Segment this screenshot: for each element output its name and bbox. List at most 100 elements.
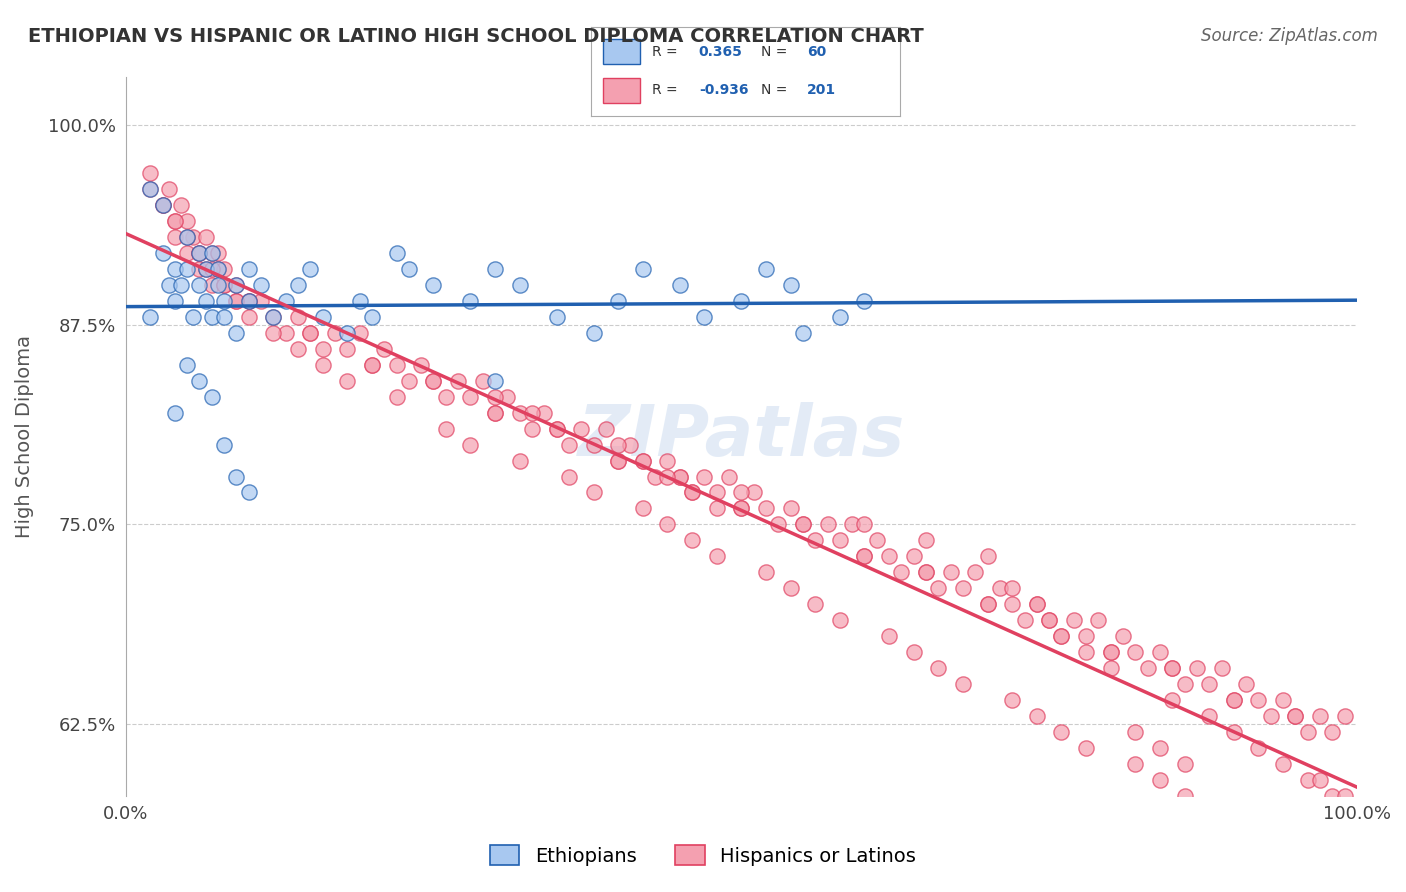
Point <box>631 501 654 516</box>
Point <box>299 262 322 277</box>
Point <box>411 358 433 372</box>
Point <box>163 214 186 228</box>
Point <box>311 342 333 356</box>
Point <box>238 293 260 308</box>
Point <box>434 390 457 404</box>
Text: R =: R = <box>652 83 682 97</box>
Point <box>657 469 679 483</box>
Point <box>207 262 229 277</box>
Point <box>853 293 876 308</box>
Point <box>1074 645 1097 659</box>
Point <box>595 422 617 436</box>
Point <box>336 342 359 356</box>
Point <box>484 406 506 420</box>
Point <box>1149 740 1171 755</box>
Text: 201: 201 <box>807 83 837 97</box>
Point <box>287 277 309 292</box>
Point <box>730 293 752 308</box>
Point <box>336 374 359 388</box>
Point <box>804 597 827 611</box>
Point <box>274 293 297 308</box>
Point <box>607 453 630 467</box>
Point <box>311 358 333 372</box>
Point <box>1025 597 1047 611</box>
Y-axis label: High School Diploma: High School Diploma <box>15 335 34 538</box>
Point <box>201 246 224 260</box>
Point <box>952 581 974 595</box>
Point <box>188 262 211 277</box>
Point <box>152 198 174 212</box>
Point <box>201 246 224 260</box>
Point <box>188 246 211 260</box>
Point <box>194 293 217 308</box>
Point <box>287 310 309 324</box>
Point <box>212 277 235 292</box>
Point <box>1322 869 1344 883</box>
Point <box>779 277 801 292</box>
Point <box>299 326 322 340</box>
Point <box>212 437 235 451</box>
Point <box>1309 772 1331 787</box>
Point <box>520 406 543 420</box>
Point <box>176 262 198 277</box>
Point <box>1050 725 1073 739</box>
Point <box>176 230 198 244</box>
Point <box>1296 853 1319 867</box>
Point <box>163 214 186 228</box>
Point <box>188 246 211 260</box>
Point <box>841 517 863 532</box>
Point <box>225 277 247 292</box>
Point <box>607 293 630 308</box>
Point <box>1025 597 1047 611</box>
Point <box>336 326 359 340</box>
Point <box>804 533 827 548</box>
Point <box>1038 613 1060 627</box>
Point <box>828 533 851 548</box>
Point <box>471 374 494 388</box>
Point <box>903 549 925 564</box>
Point <box>1112 629 1135 643</box>
Point <box>546 422 568 436</box>
Point <box>607 453 630 467</box>
Point <box>546 422 568 436</box>
Point <box>238 485 260 500</box>
Text: -0.936: -0.936 <box>699 83 748 97</box>
Point <box>582 437 605 451</box>
Point <box>183 230 205 244</box>
Point <box>434 422 457 436</box>
Point <box>1322 789 1344 803</box>
Point <box>262 310 284 324</box>
Point <box>1038 613 1060 627</box>
Point <box>385 246 408 260</box>
Point <box>706 549 728 564</box>
Point <box>349 293 371 308</box>
Point <box>828 310 851 324</box>
Point <box>509 406 531 420</box>
Point <box>730 501 752 516</box>
Text: N =: N = <box>761 45 792 59</box>
Point <box>681 533 703 548</box>
Point <box>706 501 728 516</box>
Point <box>1272 756 1295 771</box>
Point <box>1223 693 1246 707</box>
Point <box>717 469 740 483</box>
Point <box>225 277 247 292</box>
Point <box>520 422 543 436</box>
Point <box>398 374 420 388</box>
Point <box>915 566 938 580</box>
FancyBboxPatch shape <box>603 39 640 64</box>
Point <box>163 293 186 308</box>
Point <box>657 453 679 467</box>
Point <box>853 549 876 564</box>
Point <box>176 230 198 244</box>
Point <box>323 326 346 340</box>
Point <box>299 326 322 340</box>
Point <box>170 277 193 292</box>
Point <box>755 262 778 277</box>
Point <box>176 246 198 260</box>
Point <box>693 469 716 483</box>
Point <box>877 629 900 643</box>
Point <box>1074 740 1097 755</box>
Point <box>1346 821 1368 835</box>
Point <box>546 310 568 324</box>
